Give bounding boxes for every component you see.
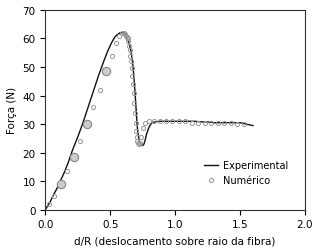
Numérico (128, 49, 132, 52)
Experimental (251, 124, 255, 128)
Experimental (193, 120, 196, 123)
Experimental (124, 36, 128, 39)
Experimental (212, 122, 216, 125)
Numérico (120, 32, 124, 35)
Numérico (164, 120, 168, 123)
Line: Experimental: Experimental (45, 34, 253, 210)
X-axis label: d/R (deslocamento sobre raio da fibra): d/R (deslocamento sobre raio da fibra) (74, 235, 276, 245)
Numérico (140, 136, 143, 139)
Experimental (109, 42, 113, 45)
Numérico (47, 203, 51, 206)
Line: Numérico: Numérico (47, 32, 246, 206)
Experimental (44, 208, 47, 211)
Y-axis label: Força (N): Força (N) (7, 87, 17, 134)
Numérico (242, 123, 246, 126)
Experimental (180, 120, 183, 123)
Experimental (132, 80, 136, 83)
Legend: Experimental, Numérico: Experimental, Numérico (200, 157, 292, 189)
Numérico (135, 136, 139, 139)
Numérico (137, 143, 141, 146)
Numérico (52, 194, 56, 197)
Experimental (118, 32, 122, 35)
